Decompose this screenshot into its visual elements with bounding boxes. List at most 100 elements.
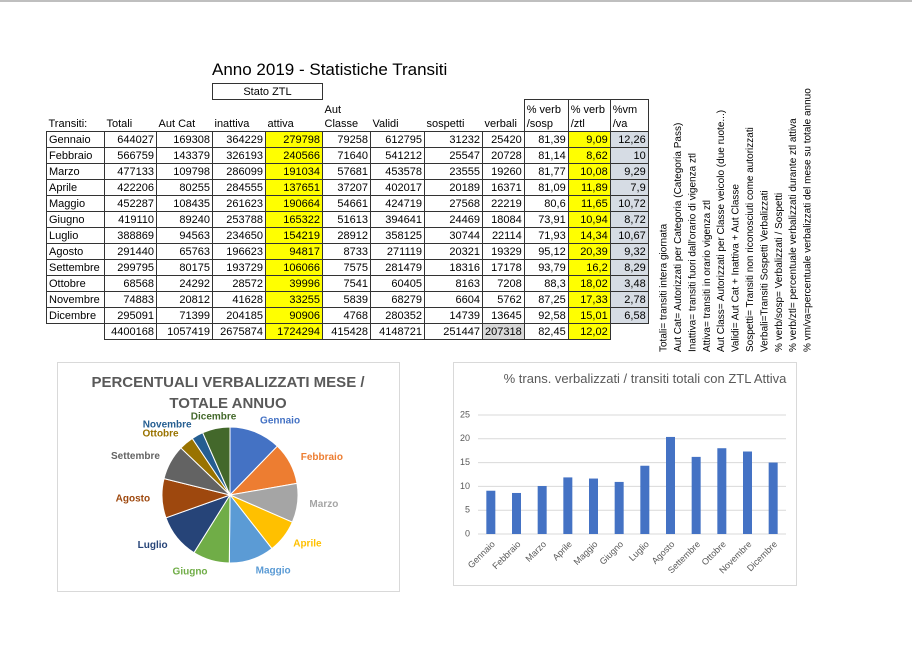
bar	[512, 492, 521, 534]
value-cell: 10,67	[609, 227, 649, 244]
value-cell: 154219	[265, 227, 323, 244]
value-cell: 644027	[104, 131, 157, 148]
y-tick-label: 5	[465, 505, 470, 515]
pie-label: Giugno	[173, 566, 208, 577]
legend-note: Validi= Aut Cat + Inattiva + Aut Classe	[731, 184, 742, 352]
pie-label: Gennaio	[260, 416, 300, 427]
value-cell: 16,2	[567, 259, 611, 276]
value-cell: 10	[609, 147, 649, 164]
legend-note: Totali= transiti intera giornata	[659, 223, 670, 352]
pie-label: Aprile	[293, 539, 322, 550]
value-cell: 137651	[265, 179, 323, 196]
header-line: inattiva	[214, 118, 250, 130]
value-cell: 19329	[482, 243, 525, 260]
x-tick-label: Luglio	[627, 539, 651, 563]
value-cell: 6,58	[609, 307, 649, 324]
value-cell: 5762	[482, 291, 525, 308]
value-cell: 6604	[424, 291, 483, 308]
column-header: Totali	[105, 100, 157, 132]
value-cell: 51613	[322, 211, 371, 228]
month-cell: Aprile	[46, 179, 105, 196]
column-header: verbali	[483, 100, 525, 132]
value-cell: 80,6	[523, 195, 569, 212]
pie-title: PERCENTUALI VERBALIZZATI MESE / TOTALE A…	[91, 374, 365, 412]
pie-label: Novembre	[143, 419, 192, 430]
bar	[666, 436, 675, 534]
legend-note: Aut Class= Autorizzati per Classe veicol…	[716, 110, 727, 352]
value-cell: 14,34	[567, 227, 611, 244]
header-line: % verb	[570, 104, 605, 116]
bar	[614, 481, 624, 534]
pie-label: Agosto	[116, 494, 150, 505]
data-row: Dicembre 295091 71399 204185 90906 4768 280352…	[46, 307, 649, 324]
pie-label: Febbraio	[301, 452, 343, 463]
value-cell: 11,65	[567, 195, 611, 212]
legend-note: Attiva= transiti in orario vigenza ztl	[702, 200, 713, 352]
month-cell: Dicembre	[46, 307, 105, 324]
value-cell: 326193	[212, 147, 266, 164]
value-cell: 94563	[156, 227, 213, 244]
value-cell: 364229	[212, 131, 266, 148]
legend-note: % verb/ztl= percentuale verbalizzati dur…	[788, 118, 799, 352]
y-tick-label: 15	[460, 457, 470, 467]
bar	[717, 448, 727, 534]
value-cell: 20,39	[567, 243, 611, 260]
bar	[537, 486, 547, 534]
value-cell: 196623	[212, 243, 266, 260]
value-cell: 9,32	[609, 243, 649, 260]
total-cell: 415428	[322, 323, 371, 340]
data-row: Agosto 291440 65763 196623 94817 8733 271119 20…	[46, 243, 649, 260]
value-cell: 8,62	[567, 147, 611, 164]
value-cell: 20189	[424, 179, 483, 196]
value-cell: 8163	[424, 275, 483, 292]
pie-label: Settembre	[111, 451, 160, 462]
pie-label: Dicembre	[191, 411, 237, 422]
value-cell: 10,72	[609, 195, 649, 212]
y-tick-label: 20	[460, 433, 470, 443]
value-cell: 28912	[322, 227, 371, 244]
total-cell: 1724294	[265, 323, 323, 340]
x-tick-label: Aprile	[551, 539, 574, 562]
value-cell: 7,9	[609, 179, 649, 196]
column-header: % verb/sosp	[523, 99, 569, 132]
header-line: Aut	[324, 104, 342, 116]
month-cell: Ottobre	[46, 275, 105, 292]
column-header: sospetti	[425, 100, 483, 132]
data-row: Novembre 74883 20812 41628 33255 5839 68279 660…	[46, 291, 649, 308]
total-cell: 4400168	[104, 323, 157, 340]
total-cell: 1057419	[156, 323, 213, 340]
header-line: /ztl	[570, 118, 585, 130]
value-cell: 37207	[322, 179, 371, 196]
value-cell: 8,72	[609, 211, 649, 228]
value-cell: 13645	[482, 307, 525, 324]
bar	[743, 451, 752, 534]
value-cell: 92,58	[523, 307, 569, 324]
group-header-row: Stato ZTL	[47, 83, 649, 100]
value-cell: 5839	[322, 291, 371, 308]
value-cell: 15,01	[567, 307, 611, 324]
column-header: attiva	[266, 100, 323, 132]
x-tick-label: Giugno	[598, 539, 626, 567]
header-line: /sosp	[526, 118, 554, 130]
bar	[563, 477, 573, 534]
value-cell: 9,09	[567, 131, 611, 148]
bar	[768, 462, 778, 534]
value-cell: 18,02	[567, 275, 611, 292]
value-cell: 33255	[265, 291, 323, 308]
data-row: Giugno 419110 89240 253788 165322 51613 394641…	[46, 211, 649, 228]
value-cell: 612795	[370, 131, 425, 148]
data-row: Maggio 452287 108435 261623 190664 54661 42471…	[46, 195, 649, 212]
value-cell: 10,08	[567, 163, 611, 180]
legend-note: Inattiva= transiti fuori dall'orario di …	[687, 153, 698, 352]
bar	[640, 465, 650, 534]
pie-chart-frame	[57, 362, 400, 592]
value-cell: 9,29	[609, 163, 649, 180]
totals-row: 4400168 1057419 2675874 1724294 415428 414872…	[47, 323, 649, 340]
total-cell: 251447	[424, 323, 483, 340]
value-cell: 191034	[265, 163, 323, 180]
data-row: Luglio 388869 94563 234650 154219 28912 358125…	[46, 227, 649, 244]
x-tick-label: Marzo	[524, 539, 549, 564]
value-cell: 424719	[370, 195, 425, 212]
